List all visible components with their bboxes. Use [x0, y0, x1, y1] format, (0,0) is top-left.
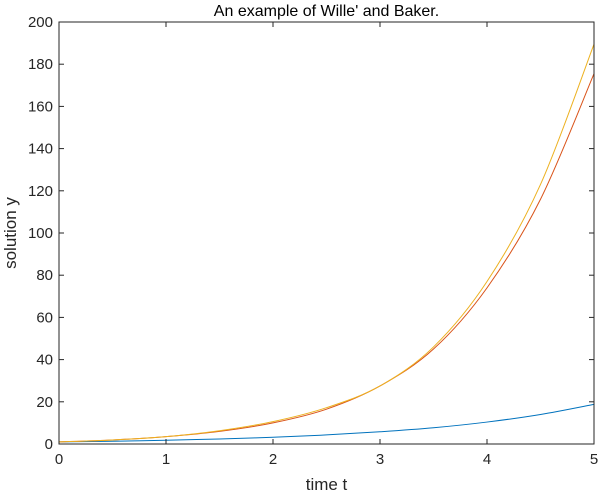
x-tick-label: 5: [590, 451, 598, 468]
y-tick-label: 140: [28, 141, 53, 158]
x-tick-label: 1: [162, 451, 170, 468]
series-line-3: [58, 43, 595, 443]
y-tick-label: 120: [28, 183, 53, 200]
y-axis-label: solution y: [1, 197, 20, 269]
ticks-layer: 0 1 2 3 4 5 0 20 40 60 80 100 120 140 160 180 200: [28, 14, 598, 468]
y-tick-label: 20: [36, 394, 53, 411]
x-tick-label: 3: [376, 451, 384, 468]
series-line-1: [58, 403, 595, 443]
y-tick-label: 80: [36, 267, 53, 284]
x-axis-label: time t: [306, 475, 348, 494]
series-layer: [58, 43, 595, 443]
y-tick-label: 180: [28, 56, 53, 73]
y-tick-label: 60: [36, 309, 53, 326]
y-tick-label: 160: [28, 98, 53, 115]
y-tick-label: 200: [28, 14, 53, 31]
y-tick-label: 40: [36, 352, 53, 369]
x-tick-label: 2: [269, 451, 277, 468]
y-tick-label: 0: [45, 436, 53, 453]
chart-title: An example of Wille' and Baker.: [214, 3, 439, 20]
x-tick-label: 4: [483, 451, 491, 468]
y-tick-label: 100: [28, 225, 53, 242]
x-tick-label: 0: [55, 451, 63, 468]
